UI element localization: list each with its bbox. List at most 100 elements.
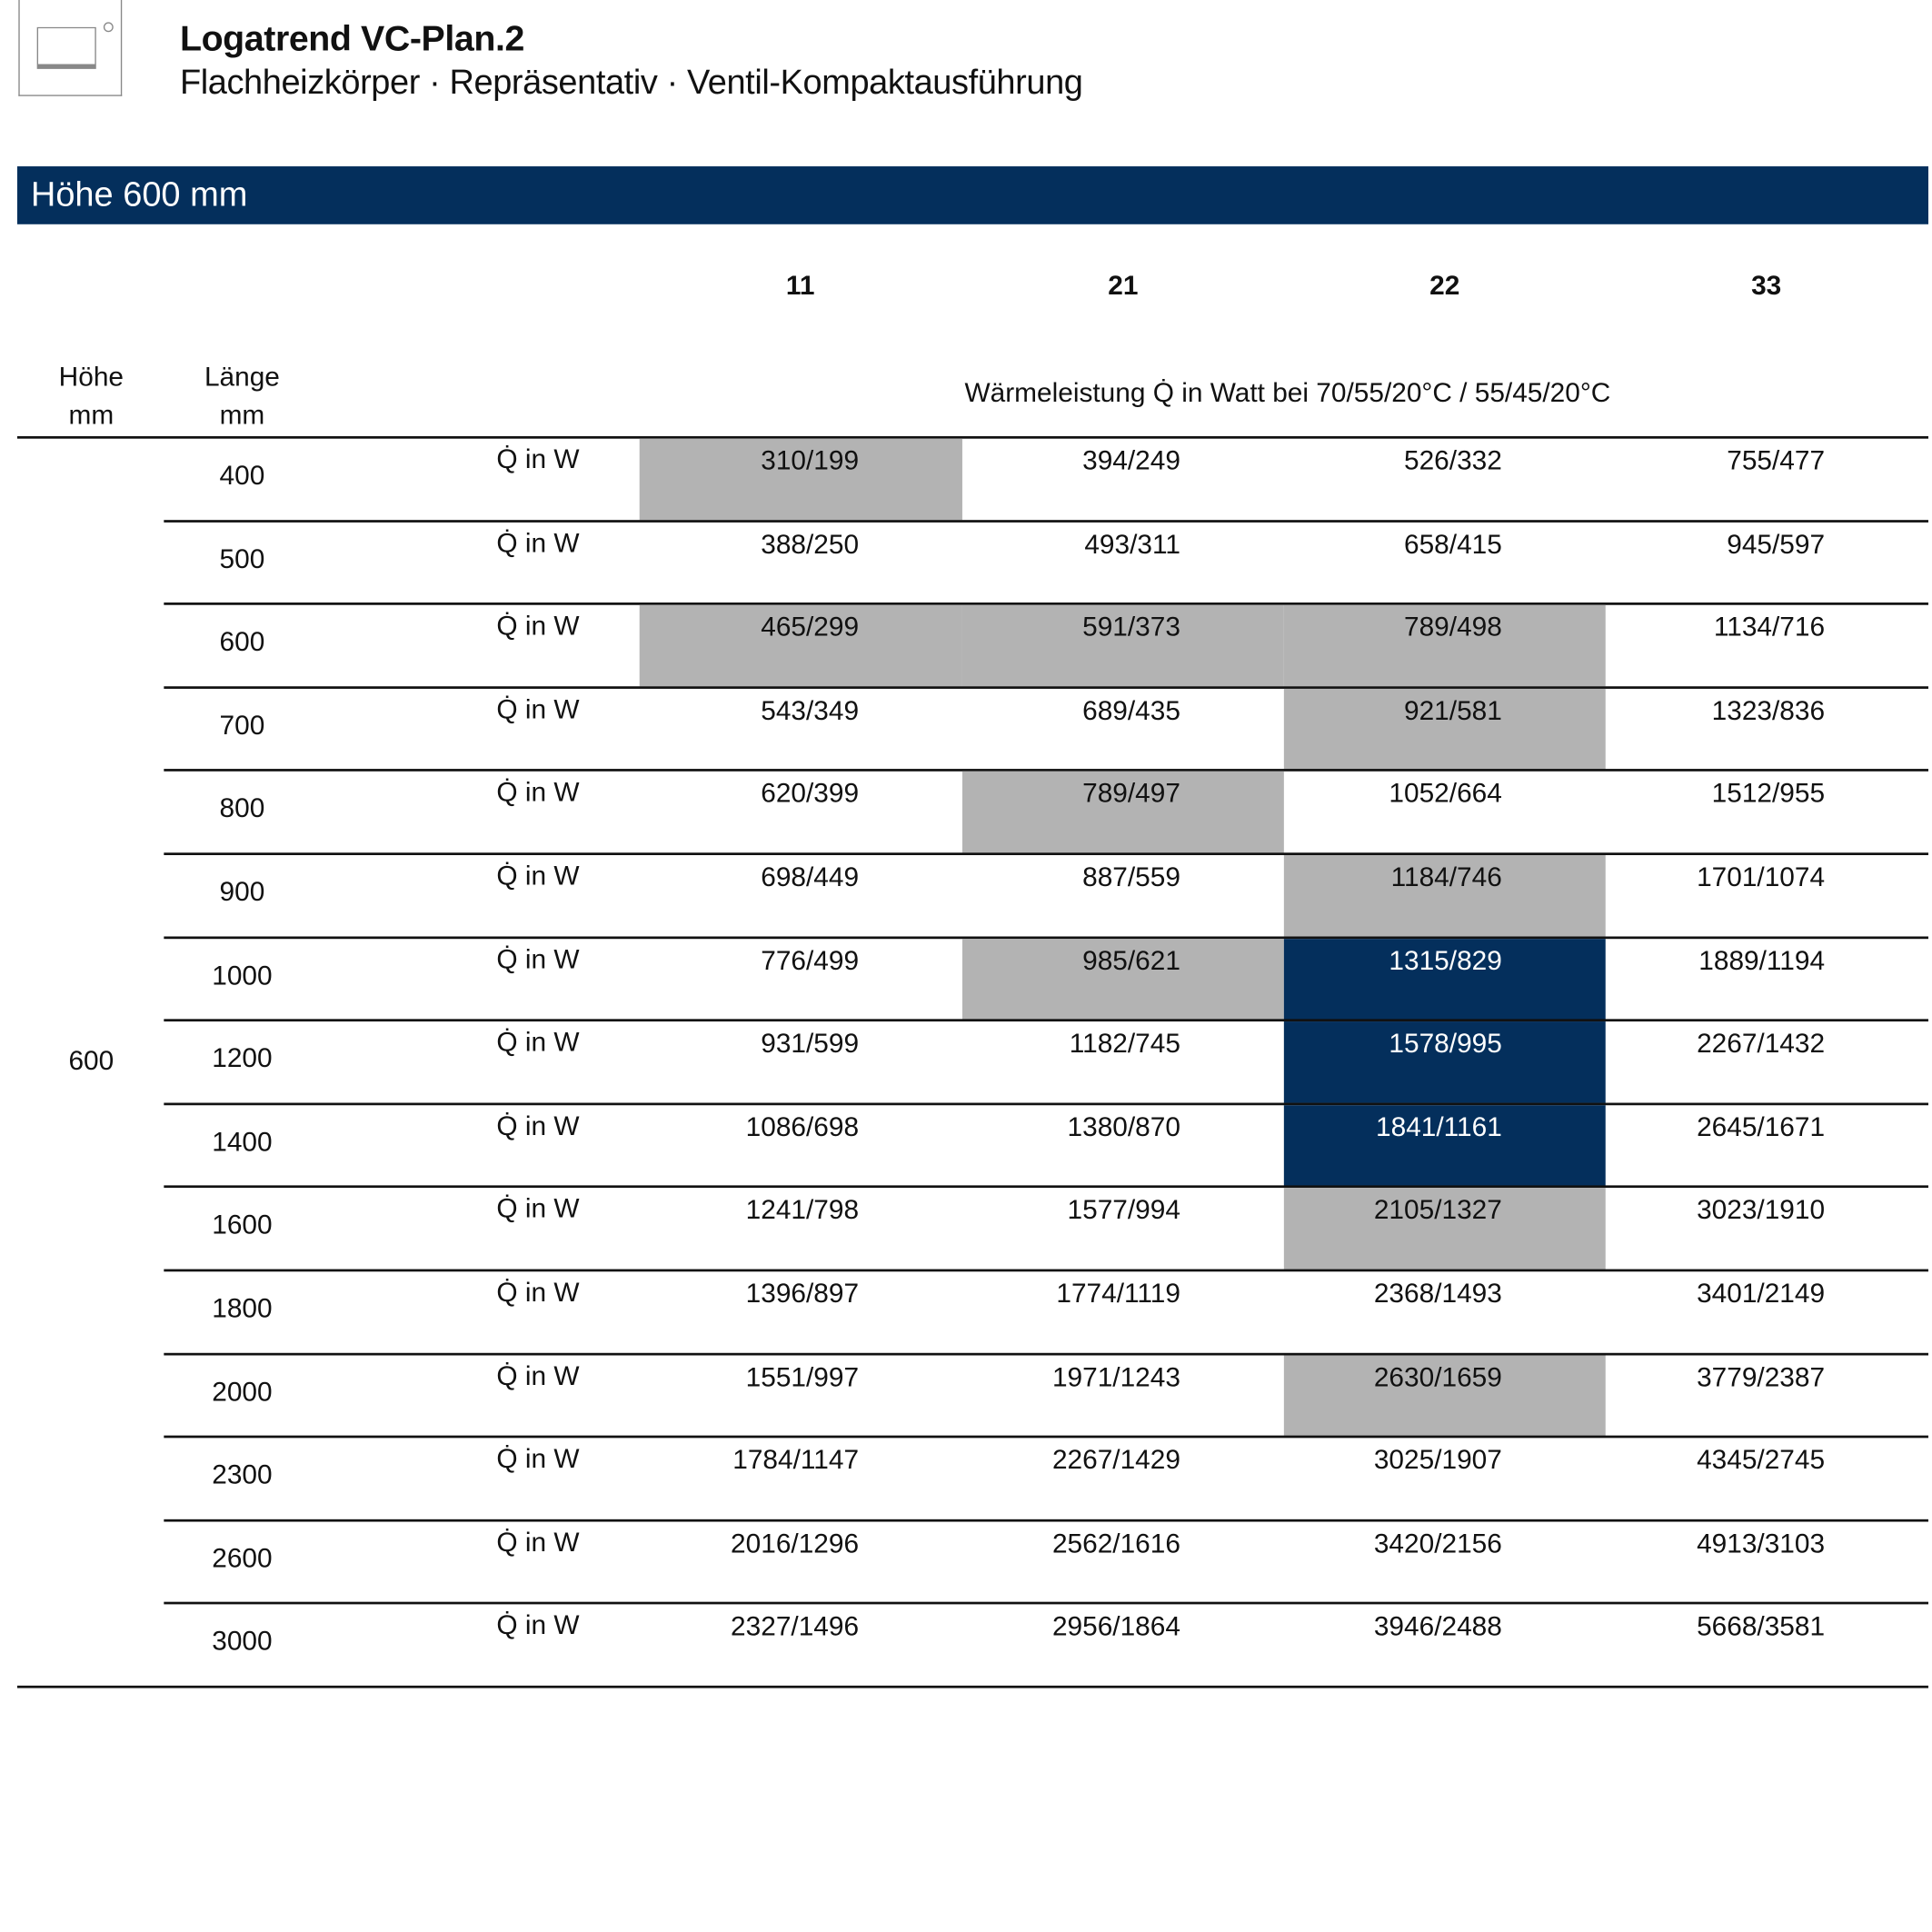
row-unit-label: Q̇ in W — [496, 1443, 580, 1474]
height-column-header: Höhe mm — [17, 357, 165, 433]
value-cell-type-11: 620/399 — [761, 778, 860, 810]
value-cell-type-33: 3401/2149 — [1697, 1278, 1826, 1309]
length-value: 600 — [219, 626, 265, 657]
row-divider — [164, 685, 1928, 689]
value-cell-type-11: 1784/1147 — [732, 1444, 860, 1476]
row-divider — [164, 1102, 1928, 1105]
length-value: 3000 — [212, 1625, 273, 1657]
length-value: 1400 — [212, 1126, 273, 1157]
length-value: 400 — [219, 459, 265, 491]
value-cell-type-22: 1052/664 — [1389, 778, 1502, 810]
value-cell-type-11: 698/449 — [761, 861, 860, 892]
type-header-33: 33 — [1751, 269, 1782, 301]
value-cell-type-33: 2645/1671 — [1697, 1110, 1826, 1142]
value-cell-type-22: 921/581 — [1283, 688, 1606, 771]
value-cell-type-33: 3023/1910 — [1697, 1194, 1826, 1226]
length-value: 2300 — [212, 1459, 273, 1490]
radiator-panel-shape — [36, 26, 96, 69]
value-cell-type-21: 1577/994 — [1067, 1194, 1180, 1226]
length-value: 700 — [219, 709, 265, 741]
row-divider — [164, 519, 1928, 523]
length-unit: mm — [219, 399, 265, 431]
length-value: 500 — [219, 543, 265, 574]
value-cell-type-22: 658/415 — [1404, 528, 1502, 560]
row-divider — [164, 1185, 1928, 1189]
value-cell-type-33: 1323/836 — [1711, 694, 1826, 726]
value-cell-type-21: 887/559 — [1082, 861, 1180, 892]
value-cell-type-22: 2368/1493 — [1373, 1278, 1502, 1309]
value-cell-type-21: 1774/1119 — [1056, 1278, 1180, 1309]
value-cell-type-21: 1182/745 — [1069, 1028, 1180, 1059]
type-header-11: 11 — [785, 269, 815, 301]
value-cell-type-22: 526/332 — [1404, 444, 1502, 476]
row-unit-label: Q̇ in W — [496, 860, 580, 891]
value-cell-type-11: 931/599 — [761, 1028, 860, 1059]
row-divider — [164, 1519, 1928, 1522]
row-unit-label: Q̇ in W — [496, 1526, 580, 1558]
value-cell-type-21: 2956/1864 — [1051, 1610, 1180, 1642]
row-unit-label: Q̇ in W — [496, 943, 580, 974]
row-divider — [164, 852, 1928, 855]
value-cell-type-11: 388/250 — [761, 528, 860, 560]
value-cell-type-22: 1184/746 — [1283, 854, 1606, 937]
value-cell-type-21: 2267/1429 — [1051, 1444, 1180, 1476]
value-cell-type-11: 2327/1496 — [731, 1610, 860, 1642]
length-value: 1800 — [212, 1292, 273, 1324]
valve-dot-shape — [103, 22, 114, 33]
row-divider — [164, 1602, 1928, 1605]
length-value: 800 — [219, 792, 265, 824]
section-title: Höhe 600 mm — [30, 174, 248, 214]
value-cell-type-33: 945/597 — [1727, 528, 1826, 560]
row-divider — [164, 603, 1928, 606]
row-divider — [164, 1269, 1928, 1272]
length-column-header: Länge mm — [164, 357, 320, 433]
value-cell-type-22: 1578/995 — [1283, 1021, 1606, 1103]
value-cell-type-33: 3779/2387 — [1697, 1360, 1826, 1392]
row-unit-label: Q̇ in W — [496, 693, 580, 724]
value-cell-type-22: 789/498 — [1283, 605, 1606, 687]
value-cell-type-33: 2267/1432 — [1697, 1028, 1826, 1059]
row-unit-label: Q̇ in W — [496, 1359, 580, 1391]
value-cell-type-11: 465/299 — [639, 605, 962, 687]
row-unit-label: Q̇ in W — [496, 610, 580, 642]
row-divider — [164, 769, 1928, 772]
length-value: 1600 — [212, 1209, 273, 1240]
row-divider — [164, 935, 1928, 939]
length-value: 2000 — [212, 1375, 273, 1407]
value-cell-type-21: 394/249 — [1082, 444, 1180, 476]
row-unit-label: Q̇ in W — [496, 1026, 580, 1058]
value-cell-type-33: 1701/1074 — [1697, 861, 1826, 892]
type-header-21: 21 — [1108, 269, 1139, 301]
value-cell-type-22: 3420/2156 — [1373, 1528, 1502, 1559]
value-cell-type-22: 1315/829 — [1283, 938, 1606, 1021]
value-cell-type-21: 2562/1616 — [1051, 1528, 1180, 1559]
value-cell-type-21: 789/497 — [961, 772, 1284, 853]
section-header: Höhe 600 mm — [16, 166, 1928, 224]
length-label: Länge — [204, 361, 280, 393]
value-cell-type-33: 4913/3103 — [1697, 1528, 1826, 1559]
output-unit-header: Wärmeleistung Q̇ in Watt bei 70/55/20°C … — [964, 376, 1611, 408]
row-divider — [164, 1352, 1928, 1355]
row-unit-label: Q̇ in W — [496, 776, 580, 808]
value-cell-type-21: 689/435 — [1082, 694, 1180, 726]
value-cell-type-21: 1380/870 — [1067, 1110, 1180, 1142]
header-divider — [16, 435, 1928, 439]
value-cell-type-33: 1512/955 — [1711, 778, 1826, 810]
value-cell-type-33: 1889/1194 — [1698, 944, 1826, 976]
value-cell-type-21: 985/621 — [961, 938, 1284, 1021]
table-bottom-divider — [16, 1685, 1928, 1688]
value-cell-type-33: 755/477 — [1727, 444, 1826, 476]
row-divider — [164, 1435, 1928, 1439]
value-cell-type-11: 1551/997 — [745, 1360, 860, 1392]
value-cell-type-33: 1134/716 — [1713, 611, 1826, 642]
value-cell-type-11: 2016/1296 — [731, 1528, 860, 1559]
value-cell-type-33: 5668/3581 — [1697, 1610, 1826, 1642]
value-cell-type-11: 543/349 — [761, 694, 860, 726]
product-subtitle: Flachheizkörper · Repräsentativ · Ventil… — [179, 63, 1083, 102]
value-cell-type-11: 1086/698 — [745, 1110, 860, 1142]
value-cell-type-11: 310/199 — [639, 438, 962, 521]
value-cell-type-22: 2630/1659 — [1283, 1354, 1606, 1437]
product-title: Logatrend VC-Plan.2 — [179, 19, 524, 60]
type-header-22: 22 — [1429, 269, 1460, 301]
